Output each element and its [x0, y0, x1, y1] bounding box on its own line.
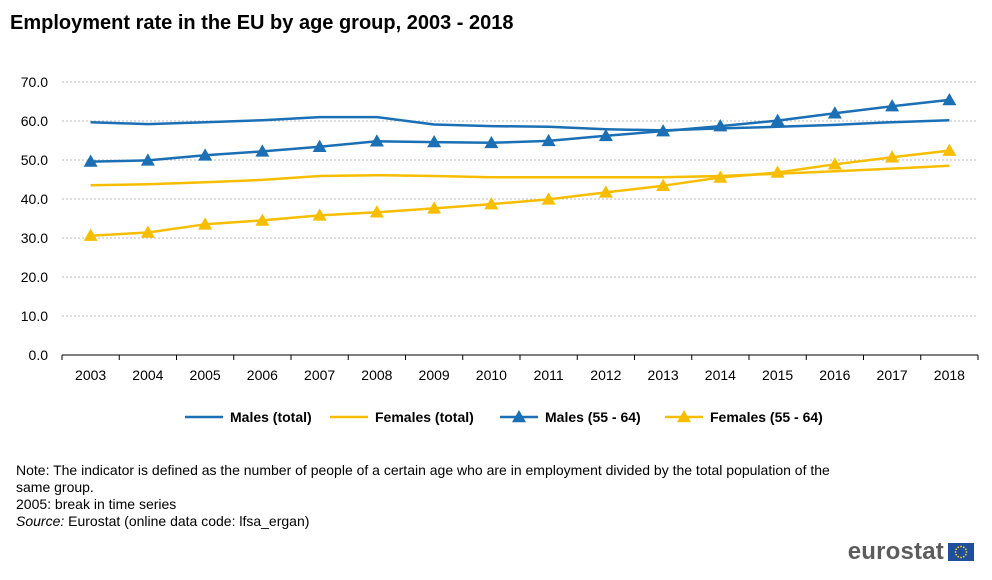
source-text: Eurostat (online data code: lfsa_ergan) [64, 513, 310, 529]
data-point-marker [827, 157, 842, 170]
data-point-marker [369, 205, 384, 218]
x-tick-label: 2006 [247, 367, 278, 383]
x-tick-label: 2011 [534, 367, 564, 383]
data-point-marker [770, 113, 785, 126]
legend-label: Males (total) [230, 409, 312, 425]
data-point-marker [541, 192, 556, 205]
chart-notes: Note: The indicator is defined as the nu… [16, 462, 846, 530]
x-tick-label: 2015 [762, 367, 793, 383]
legend-label: Females (55 - 64) [710, 409, 823, 425]
data-point-marker [484, 135, 499, 149]
series-line [90, 164, 950, 187]
series-line [90, 98, 950, 163]
legend-marker [512, 410, 526, 423]
data-point-marker [942, 92, 957, 106]
y-tick-label: 50.0 [21, 152, 48, 168]
data-point-marker [770, 165, 785, 178]
y-tick-label: 20.0 [21, 269, 48, 285]
x-tick-label: 2004 [132, 367, 163, 383]
data-point-marker [713, 119, 728, 132]
y-tick-label: 70.0 [21, 74, 48, 90]
break-note: 2005: break in time series [16, 496, 177, 512]
series-line [90, 115, 950, 132]
data-point-marker [656, 124, 671, 137]
data-point-marker [427, 201, 442, 214]
legend-item: Males (55 - 64) [500, 409, 641, 425]
data-point-marker [369, 134, 384, 147]
data-point-marker [427, 135, 442, 148]
series-males-total [90, 115, 950, 132]
x-tick-label: 2003 [75, 367, 106, 383]
x-tick-label: 2016 [819, 367, 850, 383]
data-point-marker [83, 154, 98, 167]
data-point-marker [255, 144, 270, 157]
data-point-marker [312, 139, 327, 152]
x-tick-label: 2009 [419, 367, 450, 383]
x-tick-label: 2012 [590, 367, 621, 383]
legend-item: Females (total) [330, 409, 474, 425]
data-point-marker [255, 213, 270, 226]
data-point-marker [198, 217, 213, 230]
x-tick-label: 2013 [648, 367, 679, 383]
x-tick-label: 2017 [877, 367, 908, 383]
data-point-marker [312, 208, 327, 221]
data-point-marker [83, 228, 98, 241]
data-point-marker [827, 106, 842, 119]
y-tick-label: 60.0 [21, 113, 48, 129]
x-tick-label: 2008 [361, 367, 392, 383]
x-tick-label: 2007 [304, 367, 335, 383]
y-tick-label: 40.0 [21, 191, 48, 207]
legend-marker [677, 410, 691, 423]
source-note: Source: Eurostat (online data code: lfsa… [16, 513, 846, 530]
legend-item: Females (55 - 64) [665, 409, 823, 425]
data-point-marker [484, 197, 499, 210]
y-tick-label: 30.0 [21, 230, 48, 246]
series-females-total [90, 164, 950, 187]
chart-title: Employment rate in the EU by age group, … [10, 12, 514, 34]
data-point-marker [198, 148, 213, 161]
series-line [90, 149, 950, 237]
eurostat-wordmark: eurostat [847, 538, 944, 565]
data-point-marker [598, 185, 613, 198]
x-tick-label: 2014 [705, 367, 736, 383]
source-label: Source: [16, 513, 65, 529]
legend-label: Females (total) [375, 409, 474, 425]
x-tick-label: 2005 [190, 367, 221, 383]
data-point-marker [140, 153, 155, 166]
series-males-55-64 [83, 92, 957, 167]
definition-note: Note: The indicator is defined as the nu… [16, 462, 830, 495]
legend-label: Males (55 - 64) [545, 409, 641, 425]
data-point-marker [140, 225, 155, 238]
legend-item: Males (total) [185, 409, 312, 425]
data-point-marker [885, 99, 900, 112]
y-tick-label: 0.0 [29, 347, 49, 363]
data-point-marker [598, 128, 613, 142]
y-tick-label: 10.0 [21, 308, 48, 324]
data-point-marker [541, 133, 556, 147]
data-point-marker [942, 143, 957, 156]
eurostat-logo: eurostat [848, 538, 974, 566]
series-females-55-64 [83, 143, 957, 241]
data-point-marker [713, 170, 728, 183]
data-point-marker [885, 150, 900, 163]
data-point-marker [656, 178, 671, 191]
x-tick-label: 2010 [476, 367, 507, 383]
eu-flag-icon [948, 543, 974, 561]
x-tick-label: 2018 [934, 367, 965, 383]
